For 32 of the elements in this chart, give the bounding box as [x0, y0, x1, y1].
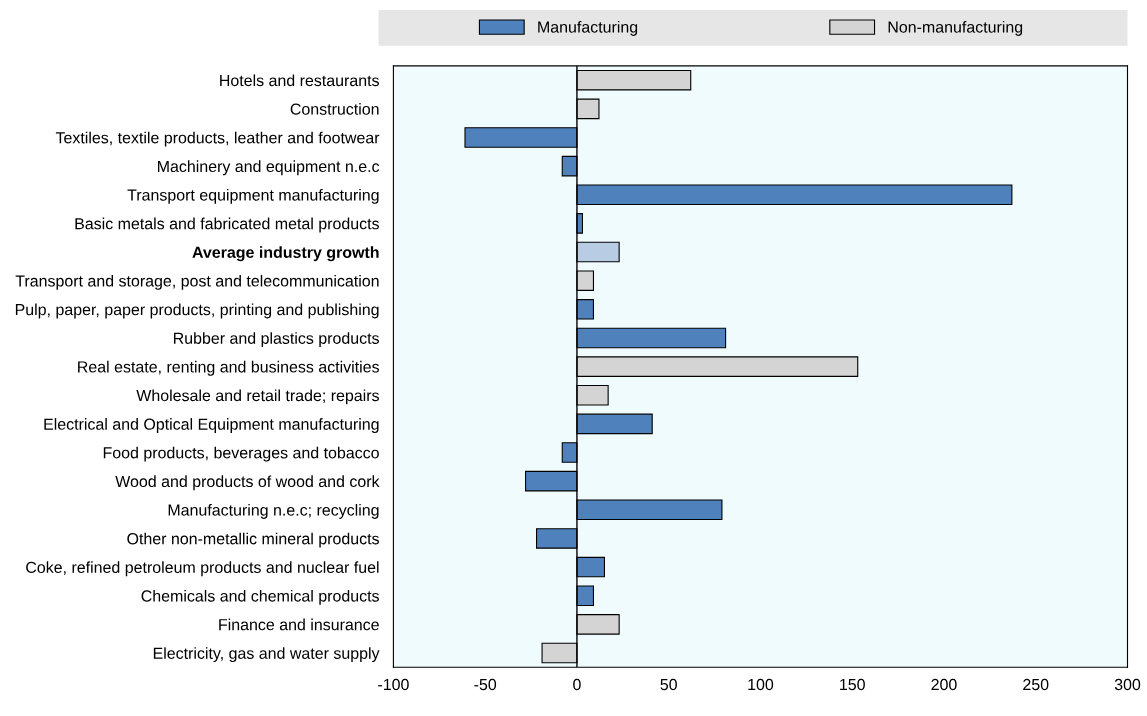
- x-tick-label: 50: [660, 678, 677, 691]
- y-tick-label: Average industry growth: [192, 246, 379, 262]
- x-tick-label: 300: [1114, 678, 1141, 691]
- y-tick-label: Hotels and restaurants: [220, 74, 379, 87]
- y-tick-label: Finance and insurance: [219, 618, 379, 631]
- y-tick-label: Basic metals and fabricated metal products: [75, 217, 379, 233]
- y-tick-label: Transport and storage, post and telecommunication: [15, 274, 379, 290]
- y-tick-label: Food products, beverages and tobacco: [103, 446, 379, 462]
- y-tick-label: Transport equipment manufacturing: [127, 188, 379, 204]
- x-tick-label: 200: [931, 678, 957, 691]
- x-tick-label: 150: [840, 678, 865, 691]
- y-tick-label: Other non-metallic mineral products: [127, 532, 379, 548]
- y-tick-label: Chemicals and chemical products: [141, 589, 379, 605]
- y-tick-label: Wholesale and retail trade; repairs: [136, 389, 379, 405]
- y-tick-label: Wood and products of wood and cork: [115, 475, 380, 491]
- y-tick-label: Construction: [290, 103, 379, 115]
- y-tick-label: Manufacturing n.e.c; recycling: [168, 504, 379, 519]
- legend-label: Non-manufacturing: [888, 21, 1023, 36]
- y-tick-label: Rubber and plastics products: [173, 332, 379, 348]
- x-tick-label: 100: [748, 678, 774, 691]
- y-tick-label: Textiles, textile products, leather and footwear: [55, 131, 380, 147]
- y-tick-label: Electrical and Optical Equipment manufacturing: [44, 418, 379, 433]
- x-tick-label: -50: [474, 678, 497, 691]
- y-tick-label: Machinery and equipment n.e.c: [158, 160, 380, 176]
- y-tick-label: Pulp, paper, paper products, printing and publishing: [15, 303, 379, 319]
- y-tick-label: Coke, refined petroleum products and nuclear fuel: [26, 561, 379, 577]
- x-tick-label: -100: [378, 678, 409, 691]
- y-tick-label: Real estate, renting and business activities: [78, 360, 379, 376]
- x-tick-label: 0: [573, 678, 581, 691]
- legend-label: Manufacturing: [538, 21, 638, 36]
- y-tick-label: Electricity, gas and water supply: [153, 647, 380, 663]
- x-tick-label: 250: [1023, 678, 1049, 691]
